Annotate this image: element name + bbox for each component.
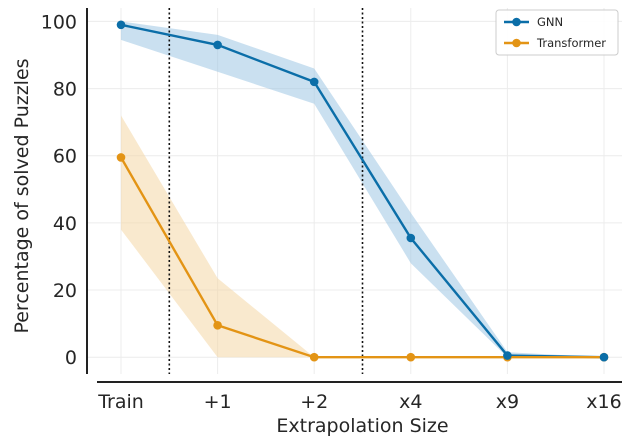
y-tick-label: 100 (41, 11, 77, 33)
series-points (116, 20, 609, 362)
grid-lines (87, 8, 622, 374)
legend-marker-transformer (512, 38, 521, 48)
x-tick-label: Train (97, 391, 144, 413)
y-axis-label: Percentage of solved Puzzles (11, 58, 33, 333)
x-tick-label: +2 (300, 391, 328, 413)
x-tick-label: x16 (586, 391, 621, 413)
x-tick-label: x9 (496, 391, 519, 413)
point-transformer (309, 352, 319, 362)
legend-label: Transformer (536, 36, 606, 50)
point-transformer (406, 352, 416, 362)
point-gnn (406, 233, 416, 243)
point-gnn (309, 77, 319, 87)
line-transformer (119, 156, 604, 359)
legend-marker-gnn (512, 17, 521, 27)
point-gnn (599, 352, 609, 362)
legend: GNN Transformer (495, 9, 619, 56)
x-tick-label: +1 (204, 391, 232, 413)
x-tick-label: x4 (399, 391, 422, 413)
y-tick-label: 60 (53, 146, 77, 168)
line-gnn (120, 23, 605, 359)
point-transformer (213, 321, 222, 330)
y-tick-label: 40 (53, 213, 77, 235)
y-tick-label: 20 (53, 280, 77, 302)
x-axis-label: Extrapolation Size (276, 415, 448, 437)
point-transformer (116, 153, 126, 162)
y-tick-label: 80 (53, 79, 77, 101)
y-tick-label: 0 (65, 347, 77, 369)
point-gnn (116, 20, 126, 30)
series-lines (119, 23, 605, 359)
confidence-bands (121, 21, 604, 358)
point-gnn (213, 40, 222, 50)
tick-labels: 0 20 40 60 80 100 Train +1 +2 x4 x9 x16 (41, 11, 622, 413)
legend-label: GNN (537, 15, 563, 29)
band-gnn (121, 21, 604, 358)
point-gnn (503, 351, 512, 360)
axes (86, 8, 622, 383)
